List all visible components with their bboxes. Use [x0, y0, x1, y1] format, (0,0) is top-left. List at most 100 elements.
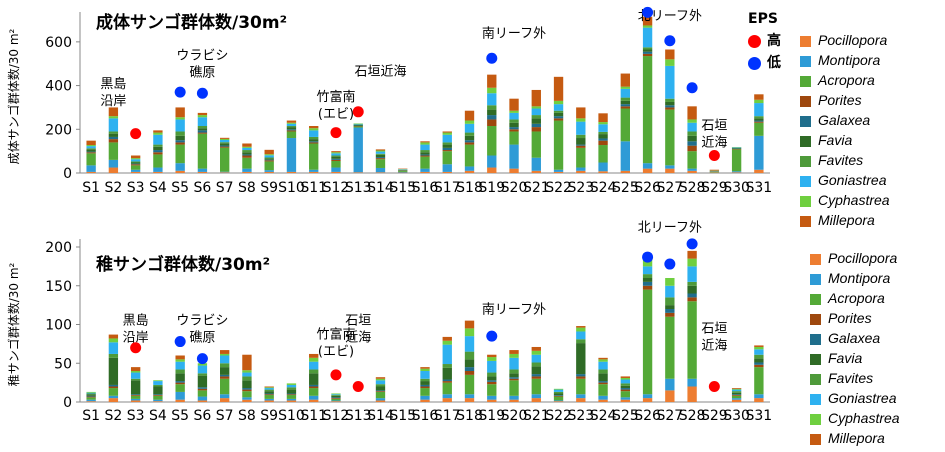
bar-segment	[665, 98, 675, 102]
legend-item: Favia	[810, 348, 900, 368]
bar-segment	[309, 136, 319, 140]
bar-segment	[687, 378, 697, 387]
bar-segment	[175, 142, 185, 145]
bar-segment	[86, 148, 96, 150]
bar-segment	[286, 383, 297, 385]
legend-item: Favites	[800, 150, 890, 170]
bar-segment	[286, 120, 297, 123]
legend-label: Pocillopora	[828, 250, 898, 266]
bar-segment	[331, 395, 341, 398]
x-tick-label: S8	[238, 180, 256, 196]
bar-segment	[531, 366, 541, 375]
bar-segment	[197, 365, 208, 374]
x-tick-label: S5	[171, 180, 189, 196]
bar-segment	[754, 118, 764, 121]
bar-segment	[331, 397, 341, 399]
legend-swatch	[800, 115, 811, 127]
bar-segment	[642, 266, 653, 275]
bar-segment	[687, 151, 697, 169]
bar-segment	[642, 285, 653, 290]
bar-segment	[576, 326, 586, 328]
legend-item: Cyphastrea	[810, 408, 900, 428]
bar-segment	[153, 381, 163, 385]
bar-segment	[665, 312, 675, 317]
legend-item: Favia	[800, 130, 890, 150]
bar-segment	[442, 150, 452, 152]
bar-segment	[242, 146, 252, 148]
bar-segment	[665, 285, 675, 298]
bar-segment	[620, 385, 630, 389]
bar-segment	[197, 126, 208, 129]
bar-segment	[687, 131, 697, 136]
bar-segment	[687, 250, 697, 259]
bar-segment	[464, 120, 475, 124]
bar-segment	[531, 108, 541, 116]
x-tick-label: S16	[412, 180, 439, 196]
bar-segment	[687, 266, 697, 282]
bar-segment	[130, 155, 141, 159]
bar-segment	[309, 399, 319, 402]
bar-segment	[130, 164, 141, 166]
bar-segment	[264, 400, 274, 402]
bar-segment	[331, 398, 341, 401]
legend-swatch	[810, 253, 821, 265]
bar-segment	[464, 110, 475, 121]
bar-segment	[553, 100, 564, 105]
bar-segment	[220, 350, 230, 354]
bar-segment	[487, 376, 497, 381]
legend-swatch	[800, 195, 811, 207]
bar-segment	[197, 112, 208, 116]
x-tick-label: S29	[701, 180, 728, 196]
bar-segment	[353, 127, 363, 173]
bar-segment	[487, 381, 497, 385]
bar-segment	[687, 135, 697, 142]
bar-segment	[576, 121, 586, 135]
bar-segment	[375, 153, 386, 155]
bar-segment	[531, 394, 541, 399]
bar-segment	[108, 167, 119, 173]
bar-segment	[220, 353, 230, 356]
bar-segment	[130, 165, 141, 170]
bar-segment	[509, 122, 519, 128]
bar-segment	[487, 354, 497, 358]
annotation-label: 竹富南	[316, 326, 355, 342]
bar-segment	[130, 158, 141, 160]
bar-segment	[286, 393, 297, 395]
x-tick-label: S15	[389, 180, 416, 196]
bar-segment	[731, 398, 742, 400]
bar-segment	[731, 172, 742, 173]
bar-segment	[242, 150, 252, 153]
bar-segment	[665, 59, 675, 66]
legend-swatch	[810, 293, 821, 305]
bar-segment	[286, 123, 297, 127]
x-tick-label: S23	[567, 180, 594, 196]
eps-high-marker	[330, 127, 342, 139]
bar-segment	[709, 169, 720, 171]
bar-segment	[108, 398, 119, 402]
legend-item: Acropora	[810, 288, 900, 308]
eps-low-marker	[196, 87, 208, 99]
bar-segment	[175, 359, 185, 362]
bar-segment	[598, 384, 608, 396]
bar-segment	[553, 393, 564, 396]
x-tick-label: S28	[679, 180, 706, 196]
bar-segment	[576, 145, 586, 148]
bar-segment	[108, 118, 119, 132]
x-tick-label: S29	[701, 408, 728, 424]
bar-segment	[553, 395, 564, 397]
bar-segment	[620, 383, 630, 386]
legend-swatch	[800, 55, 811, 67]
eps-high-marker	[748, 34, 761, 48]
bar-segment	[86, 394, 96, 396]
bar-segment	[197, 171, 208, 173]
bar-segment	[642, 281, 653, 286]
bar-segment	[642, 289, 653, 395]
bar-segment	[598, 395, 608, 400]
bar-segment	[442, 131, 452, 133]
x-tick-label: S23	[567, 408, 594, 424]
bar-segment	[153, 130, 163, 133]
bar-segment	[442, 171, 452, 173]
bar-segment	[509, 377, 519, 379]
bar-segment	[731, 392, 742, 395]
legend-item: Pocillopora	[800, 30, 890, 50]
